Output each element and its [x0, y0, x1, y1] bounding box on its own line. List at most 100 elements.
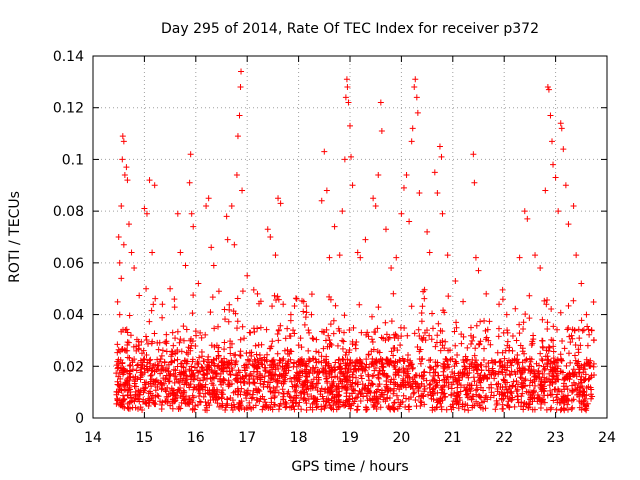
data-point: [568, 406, 575, 413]
data-point: [526, 315, 533, 322]
data-point: [125, 339, 132, 346]
data-point: [369, 380, 376, 387]
data-point: [499, 296, 506, 303]
data-point: [382, 319, 389, 326]
data-point: [548, 305, 555, 312]
data-point: [124, 391, 131, 398]
data-point: [476, 393, 483, 400]
x-tick-label: 19: [341, 430, 359, 446]
data-point: [557, 309, 564, 316]
data-point: [473, 382, 480, 389]
data-point: [448, 385, 455, 392]
data-point: [346, 360, 353, 367]
data-point: [590, 363, 597, 370]
data-point: [544, 296, 551, 303]
data-point: [163, 331, 170, 338]
data-point: [473, 357, 480, 364]
data-point: [191, 384, 198, 391]
data-point: [522, 376, 529, 383]
data-point: [197, 329, 204, 336]
data-point: [325, 396, 332, 403]
data-point: [433, 404, 440, 411]
data-point: [362, 236, 369, 243]
data-point: [491, 375, 498, 382]
data-point: [572, 357, 579, 364]
data-point: [226, 368, 233, 375]
data-point: [172, 335, 179, 342]
data-point: [543, 406, 550, 413]
data-point: [233, 358, 240, 365]
data-point: [290, 374, 297, 381]
data-point: [125, 221, 132, 228]
data-point: [529, 398, 536, 405]
data-point: [124, 329, 131, 336]
data-point: [152, 295, 159, 302]
data-point: [120, 241, 127, 248]
data-point: [438, 153, 445, 160]
data-point: [423, 377, 430, 384]
data-point: [560, 393, 567, 400]
data-point: [570, 202, 577, 209]
data-point: [274, 350, 281, 357]
data-point: [119, 359, 126, 366]
data-point: [420, 288, 427, 295]
data-point: [335, 404, 342, 411]
data-point: [431, 369, 438, 376]
data-point: [472, 345, 479, 352]
data-point: [309, 406, 316, 413]
data-point: [190, 292, 197, 299]
data-point: [516, 330, 523, 337]
data-point: [365, 333, 372, 340]
data-point: [564, 326, 571, 333]
data-point: [202, 398, 209, 405]
data-point: [328, 374, 335, 381]
data-point: [228, 202, 235, 209]
data-point: [171, 379, 178, 386]
data-point: [142, 384, 149, 391]
data-point: [269, 366, 276, 373]
data-point: [487, 341, 494, 348]
data-point: [375, 383, 382, 390]
data-point: [308, 311, 315, 318]
data-point: [374, 395, 381, 402]
data-point: [342, 365, 349, 372]
data-point: [540, 388, 547, 395]
data-point: [484, 326, 491, 333]
data-point: [538, 376, 545, 383]
data-point: [167, 285, 174, 292]
data-point: [568, 397, 575, 404]
data-point: [467, 332, 474, 339]
data-point: [359, 381, 366, 388]
data-point: [372, 364, 379, 371]
data-point: [155, 379, 162, 386]
data-point: [374, 325, 381, 332]
data-point: [512, 305, 519, 312]
data-point: [194, 401, 201, 408]
data-point: [159, 301, 166, 308]
data-point: [159, 382, 166, 389]
data-point: [295, 372, 302, 379]
data-point: [308, 379, 315, 386]
data-point: [574, 384, 581, 391]
data-point: [339, 337, 346, 344]
data-point: [370, 372, 377, 379]
data-point: [537, 405, 544, 412]
data-point: [559, 395, 566, 402]
data-point: [406, 374, 413, 381]
data-point: [390, 290, 397, 297]
data-point: [353, 357, 360, 364]
data-point: [118, 202, 125, 209]
data-point: [560, 146, 567, 153]
data-point: [480, 387, 487, 394]
data-point: [378, 359, 385, 366]
data-point: [296, 378, 303, 385]
data-point: [235, 388, 242, 395]
data-point: [489, 367, 496, 374]
data-point: [541, 367, 548, 374]
data-point: [299, 388, 306, 395]
data-point: [383, 331, 390, 338]
data-point: [326, 254, 333, 261]
data-point: [383, 384, 390, 391]
data-point: [166, 372, 173, 379]
data-point: [303, 407, 310, 414]
